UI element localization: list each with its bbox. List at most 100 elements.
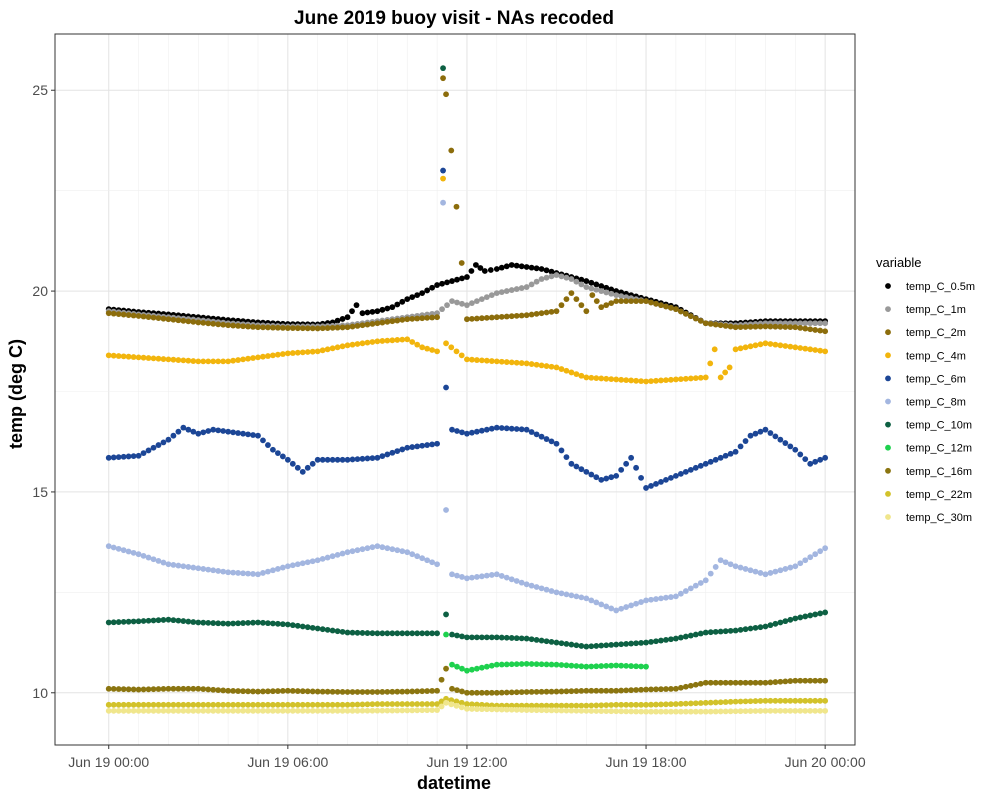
data-point xyxy=(434,440,440,447)
data-point xyxy=(160,315,167,322)
data-point xyxy=(185,426,192,433)
data-point xyxy=(538,266,545,272)
data-point xyxy=(384,337,391,344)
data-point xyxy=(653,300,659,307)
data-point xyxy=(439,306,445,313)
data-point xyxy=(822,677,829,684)
data-point xyxy=(568,707,575,714)
data-point xyxy=(732,679,739,686)
data-point xyxy=(483,663,490,670)
data-point xyxy=(578,707,585,714)
data-point xyxy=(443,699,449,706)
data-point xyxy=(374,338,381,345)
data-point xyxy=(180,685,187,692)
data-point xyxy=(354,707,361,714)
data-point xyxy=(692,681,699,688)
data-point xyxy=(170,356,177,363)
data-point xyxy=(812,697,819,704)
data-point xyxy=(195,565,202,572)
data-point xyxy=(195,701,202,708)
data-point xyxy=(434,707,440,713)
data-point xyxy=(568,276,575,282)
data-point xyxy=(608,687,615,694)
data-point xyxy=(458,352,465,359)
data-point xyxy=(225,358,232,365)
data-point xyxy=(762,679,769,686)
data-point xyxy=(817,697,824,704)
data-point xyxy=(543,707,550,714)
data-point xyxy=(742,344,749,351)
data-point xyxy=(270,701,276,708)
data-point xyxy=(190,701,197,708)
data-point xyxy=(334,551,341,558)
data-point xyxy=(369,689,376,695)
data-point xyxy=(553,688,560,695)
data-point xyxy=(608,702,615,708)
data-point xyxy=(543,702,550,709)
data-point xyxy=(643,597,649,604)
data-point xyxy=(682,683,689,690)
data-point xyxy=(752,323,759,330)
data-point xyxy=(469,429,475,436)
data-point xyxy=(200,707,207,714)
data-point xyxy=(742,698,749,705)
data-point xyxy=(469,315,475,322)
data-point xyxy=(260,619,266,626)
series-temp_C_10m xyxy=(105,65,829,650)
data-point xyxy=(558,707,565,714)
data-point xyxy=(354,689,361,695)
data-point xyxy=(481,268,488,274)
data-point xyxy=(478,634,485,641)
data-point xyxy=(762,707,769,714)
data-point xyxy=(284,325,291,331)
data-point xyxy=(130,707,137,714)
data-point xyxy=(747,698,754,705)
data-point xyxy=(120,353,127,360)
data-point xyxy=(443,631,449,638)
data-point xyxy=(339,707,346,714)
data-point xyxy=(722,628,729,635)
data-point xyxy=(404,688,411,695)
data-point xyxy=(339,550,346,557)
data-point xyxy=(284,621,291,628)
legend-key xyxy=(885,444,891,451)
data-point xyxy=(628,687,635,694)
data-point xyxy=(215,568,222,574)
data-point xyxy=(265,324,271,331)
data-point xyxy=(374,701,381,707)
data-point xyxy=(279,453,286,460)
data-point xyxy=(250,619,256,626)
data-point xyxy=(623,687,630,694)
data-point xyxy=(742,679,749,686)
data-point xyxy=(727,450,734,457)
data-point xyxy=(702,629,709,636)
data-point xyxy=(503,689,510,696)
data-point xyxy=(513,578,520,584)
data-point xyxy=(493,266,500,272)
data-point xyxy=(110,685,117,692)
data-point xyxy=(453,203,460,210)
data-point xyxy=(483,702,490,708)
series-temp_C_6m xyxy=(105,167,829,491)
data-point xyxy=(429,559,436,566)
data-point xyxy=(299,468,306,475)
data-point xyxy=(797,677,804,684)
data-point xyxy=(588,643,595,650)
data-point xyxy=(603,375,610,382)
data-point xyxy=(324,707,331,714)
data-point xyxy=(817,610,824,617)
data-point xyxy=(289,622,296,629)
data-point xyxy=(478,427,485,434)
data-point xyxy=(528,689,535,695)
data-point xyxy=(493,634,500,641)
data-point xyxy=(603,702,610,708)
data-point xyxy=(548,588,555,594)
data-point xyxy=(603,603,610,610)
data-point xyxy=(105,310,112,317)
data-point xyxy=(817,327,824,334)
data-points xyxy=(105,65,829,715)
data-point xyxy=(304,325,311,332)
data-point xyxy=(518,263,525,270)
data-point xyxy=(324,554,331,561)
data-point xyxy=(623,298,630,305)
